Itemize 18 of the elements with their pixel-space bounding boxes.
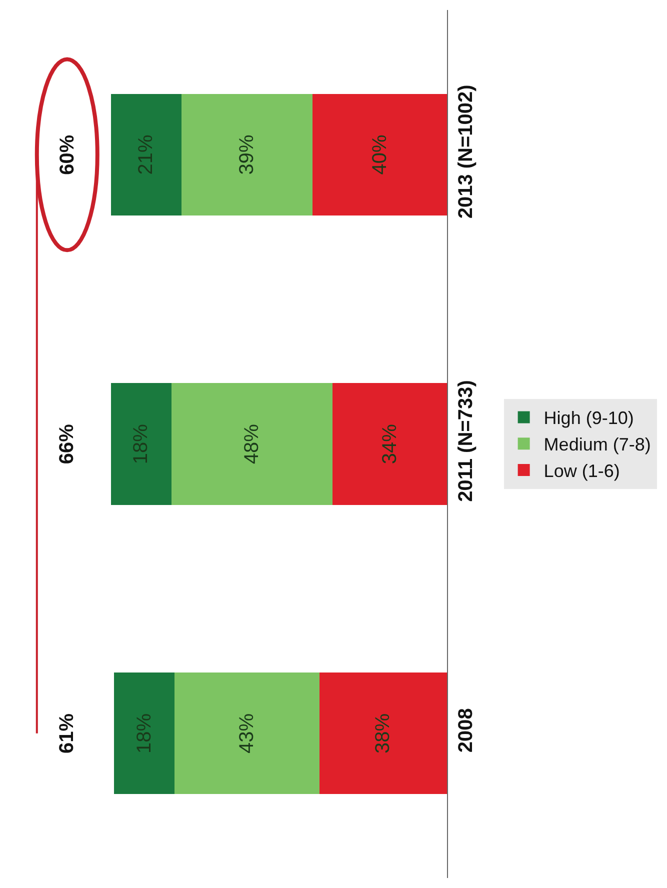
data-label: 39% [236, 134, 258, 175]
text: 61% [56, 713, 78, 754]
data-label: 43% [236, 713, 258, 754]
data-label: 38% [372, 713, 394, 754]
data-label: 48% [241, 424, 264, 464]
y-tick-label: 2013 (N=1002) [455, 84, 477, 219]
data-label: 18% [130, 424, 152, 464]
text: 66% [56, 424, 78, 464]
legend-label: High (9-10) [544, 408, 634, 428]
data-label: 21% [135, 134, 158, 175]
data-label: 18% [133, 713, 156, 754]
text: 60% [56, 134, 78, 175]
data-label: 40% [368, 134, 391, 175]
data-label: 34% [378, 424, 401, 464]
legend-label: Medium (7-8) [544, 434, 651, 455]
y-tick-label: 2008 [455, 708, 477, 753]
y-tick-label: 2011 (N=733) [455, 380, 477, 502]
legend-label: Low (1-6) [544, 461, 620, 482]
